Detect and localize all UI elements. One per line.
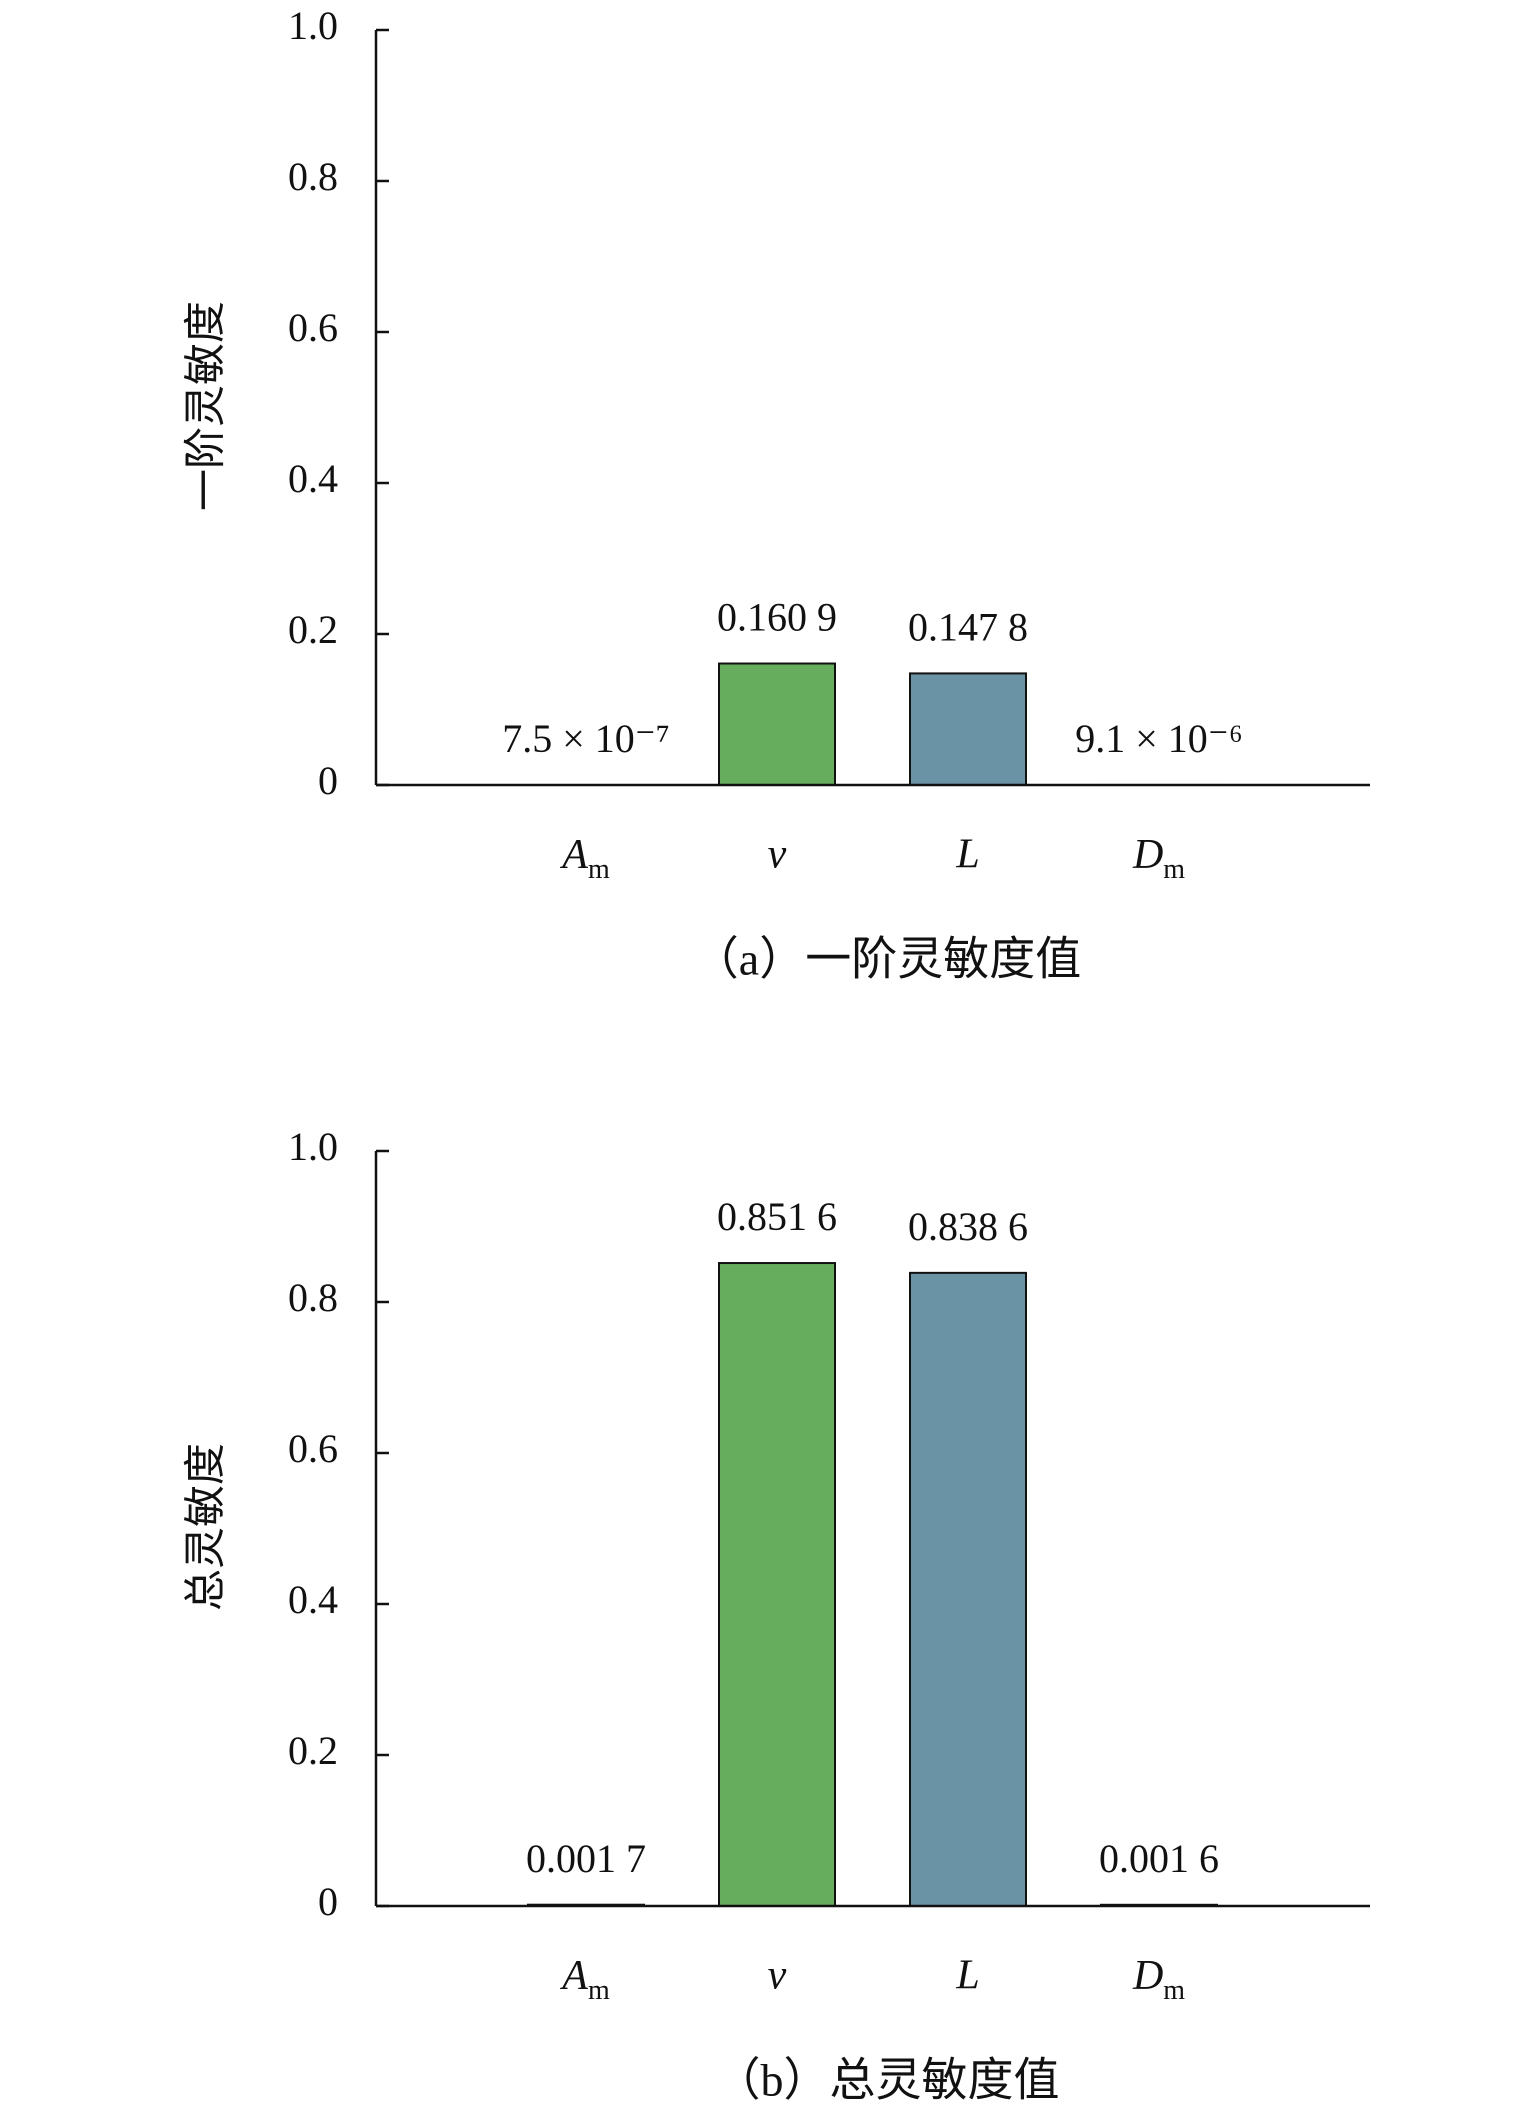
- value-label: 9.1 × 10⁻⁶: [1075, 716, 1243, 761]
- y-tick-label: 0.4: [288, 1577, 338, 1622]
- value-label: 0.160 9: [717, 595, 837, 640]
- y-tick-label: 0.8: [288, 1275, 338, 1320]
- y-axis-label: 一阶灵敏度: [184, 301, 230, 511]
- x-tick-label: L: [955, 832, 979, 878]
- y-tick-label: 0.2: [288, 1728, 338, 1773]
- y-tick-label: 0.8: [288, 154, 338, 199]
- x-tick-label: v: [768, 1953, 787, 1999]
- y-tick-label: 0.2: [288, 607, 338, 652]
- x-tick-label: Dm: [1132, 1953, 1185, 2007]
- bar: [718, 662, 836, 787]
- x-tick-label: L: [955, 1953, 979, 1999]
- value-label: 7.5 × 10⁻⁷: [502, 716, 670, 761]
- x-tick-label: v: [768, 832, 787, 878]
- x-tick-label: Am: [559, 832, 610, 886]
- y-tick-label: 1.0: [288, 1124, 338, 1169]
- value-label: 0.147 8: [908, 605, 1028, 650]
- x-tick-label: Am: [559, 1953, 610, 2007]
- caption: （a）一阶灵敏度值: [693, 934, 1081, 985]
- y-axis-label: 总灵敏度: [184, 1443, 230, 1611]
- y-tick-label: 0: [318, 1879, 338, 1924]
- x-tick-label: Dm: [1132, 832, 1185, 886]
- bar: [718, 1262, 836, 1907]
- bar: [909, 1271, 1027, 1908]
- y-tick-label: 0.6: [288, 1426, 338, 1471]
- value-label: 0.851 6: [717, 1194, 837, 1239]
- value-label: 0.001 6: [1099, 1836, 1219, 1881]
- y-tick-label: 1.0: [288, 3, 338, 48]
- y-tick-label: 0.6: [288, 305, 338, 350]
- bar: [909, 672, 1027, 787]
- y-tick-label: 0: [318, 758, 338, 803]
- caption: （b）总灵敏度值: [715, 2055, 1060, 2103]
- y-tick-label: 0.4: [288, 456, 338, 501]
- value-label: 0.001 7: [526, 1836, 646, 1881]
- value-label: 0.838 6: [908, 1204, 1028, 1249]
